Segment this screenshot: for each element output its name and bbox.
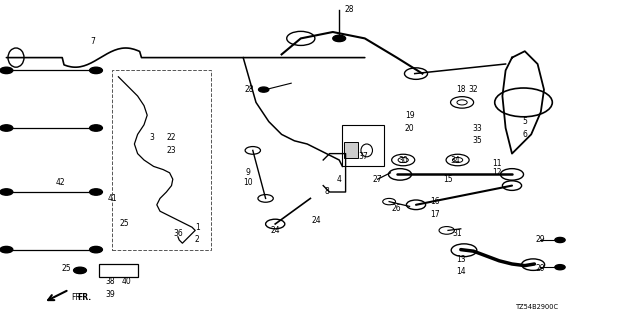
Circle shape <box>0 67 13 74</box>
Circle shape <box>90 125 102 131</box>
Text: 28: 28 <box>245 85 254 94</box>
Text: 26: 26 <box>392 204 402 212</box>
Text: 42: 42 <box>56 178 66 187</box>
Bar <box>344 142 358 158</box>
Text: 20: 20 <box>404 124 415 132</box>
Text: 37: 37 <box>358 152 369 161</box>
Text: 13: 13 <box>456 255 466 264</box>
Circle shape <box>74 267 86 274</box>
Text: 10: 10 <box>243 178 253 187</box>
Text: 2: 2 <box>195 236 200 244</box>
Text: TZ54B2900C: TZ54B2900C <box>516 304 559 310</box>
Text: 25: 25 <box>120 220 130 228</box>
Text: 31: 31 <box>452 229 463 238</box>
Circle shape <box>90 246 102 253</box>
Text: 24: 24 <box>312 216 322 225</box>
Text: 19: 19 <box>404 111 415 120</box>
Text: 30: 30 <box>398 156 408 164</box>
Text: 16: 16 <box>430 197 440 206</box>
Text: 15: 15 <box>443 175 453 184</box>
Text: 3: 3 <box>150 133 155 142</box>
Bar <box>112 70 211 250</box>
Text: 4: 4 <box>337 175 342 184</box>
Text: 6: 6 <box>522 130 527 139</box>
Text: 25: 25 <box>61 264 71 273</box>
Text: 40: 40 <box>122 277 132 286</box>
Text: 41: 41 <box>107 194 117 203</box>
Text: 34: 34 <box>451 156 461 164</box>
Text: 24: 24 <box>270 226 280 235</box>
Text: 33: 33 <box>472 124 482 132</box>
Text: 28: 28 <box>344 5 353 14</box>
Text: 38: 38 <box>105 277 115 286</box>
Text: 5: 5 <box>522 117 527 126</box>
Text: 29: 29 <box>536 236 546 244</box>
Text: FR.: FR. <box>77 293 91 302</box>
Circle shape <box>259 87 269 92</box>
Text: 18: 18 <box>456 85 465 94</box>
Text: 39: 39 <box>105 290 115 299</box>
Text: 32: 32 <box>468 85 479 94</box>
Circle shape <box>555 237 565 243</box>
Bar <box>99 264 138 277</box>
Text: 7: 7 <box>90 37 95 46</box>
Text: 12: 12 <box>492 168 501 177</box>
Text: 23: 23 <box>166 146 177 155</box>
Circle shape <box>555 265 565 270</box>
Circle shape <box>333 35 346 42</box>
Text: 9: 9 <box>246 168 251 177</box>
Text: 29: 29 <box>536 264 546 273</box>
Text: 17: 17 <box>430 210 440 219</box>
Text: 27: 27 <box>372 175 383 184</box>
Bar <box>342 125 384 166</box>
Text: 35: 35 <box>472 136 482 145</box>
Circle shape <box>0 189 13 195</box>
Circle shape <box>90 189 102 195</box>
Circle shape <box>0 125 13 131</box>
Text: 11: 11 <box>492 159 501 168</box>
Text: 22: 22 <box>167 133 176 142</box>
Circle shape <box>90 67 102 74</box>
Text: 14: 14 <box>456 268 466 276</box>
Text: FR.: FR. <box>71 293 83 302</box>
Text: 1: 1 <box>195 223 200 232</box>
Circle shape <box>0 246 13 253</box>
Text: 8: 8 <box>324 188 329 196</box>
Text: 36: 36 <box>173 229 183 238</box>
